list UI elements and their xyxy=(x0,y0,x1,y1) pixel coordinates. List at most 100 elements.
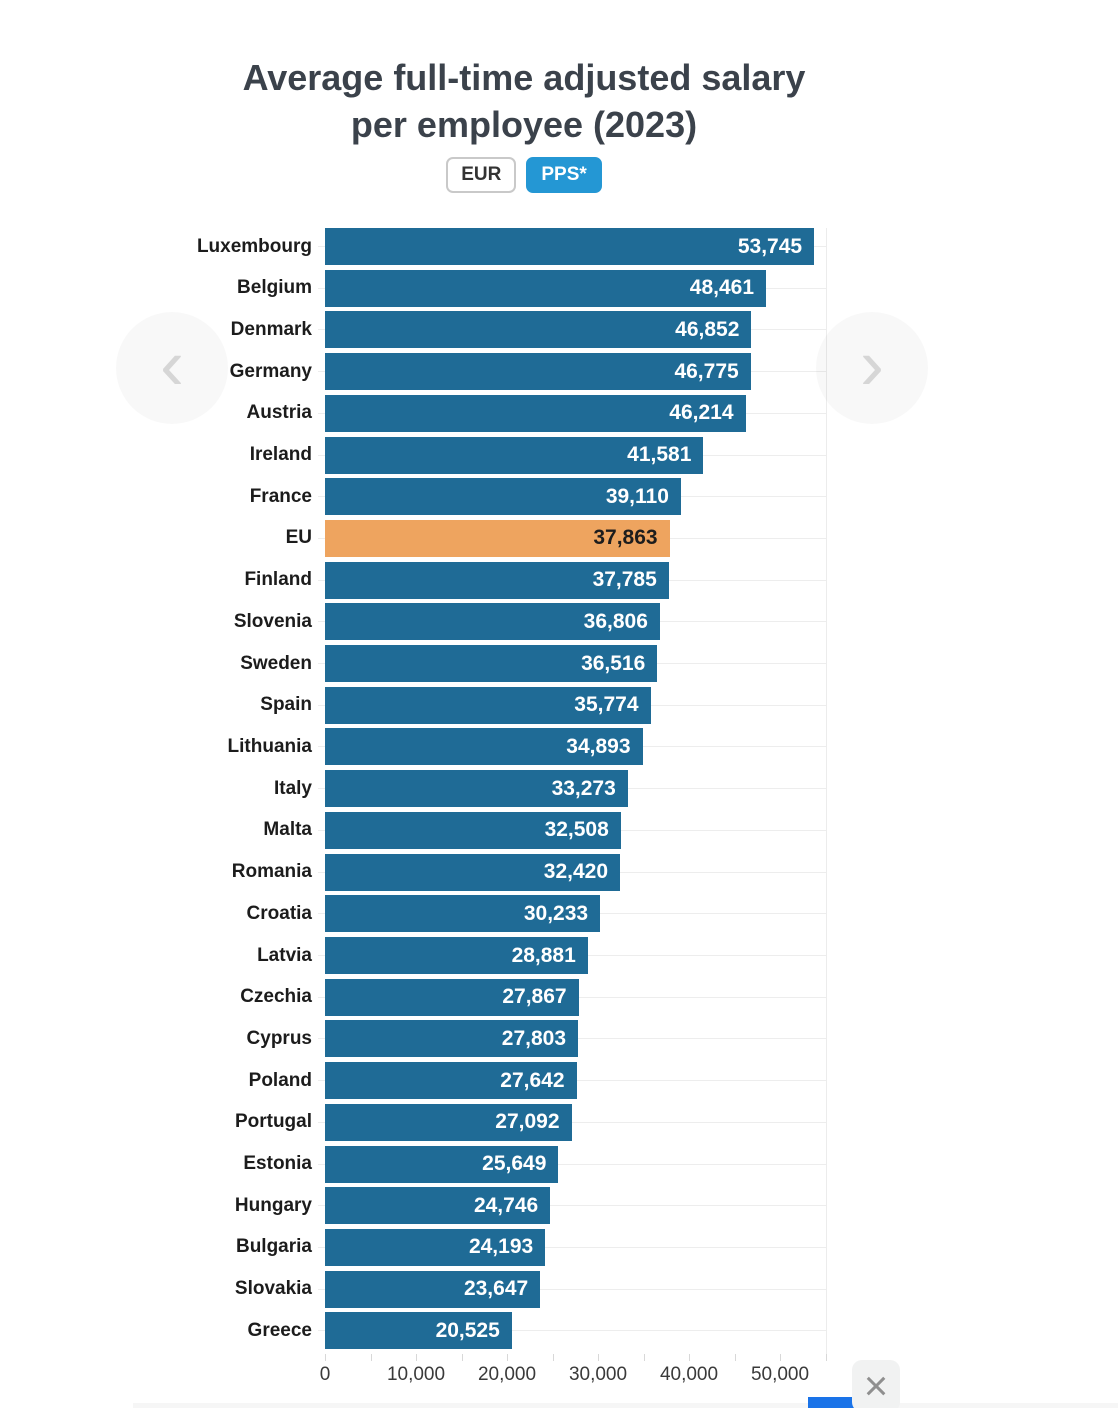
row-gridline xyxy=(318,1288,826,1290)
axis-tick xyxy=(507,1354,508,1361)
value-label: 46,214 xyxy=(669,401,734,425)
axis-tick xyxy=(598,1354,599,1361)
chevron-right-icon: › xyxy=(860,325,884,405)
close-icon: × xyxy=(863,1362,889,1408)
bar-hungary[interactable]: 24,746 xyxy=(325,1187,551,1225)
row-gridline xyxy=(318,1163,826,1165)
axis-tick xyxy=(780,1354,781,1361)
chart-title-line1: Average full-time adjusted salary xyxy=(242,57,806,98)
value-label: 20,525 xyxy=(435,1318,500,1342)
category-label-portugal: Portugal xyxy=(234,1111,312,1133)
bar-croatia[interactable]: 30,233 xyxy=(325,895,601,933)
category-label-eu: EU xyxy=(285,527,312,549)
axis-tick xyxy=(825,1354,827,1361)
bar-poland[interactable]: 27,642 xyxy=(325,1062,577,1100)
bar-germany[interactable]: 46,775 xyxy=(325,353,751,391)
bottom-banner-blue-element xyxy=(808,1397,857,1408)
carousel-next-button[interactable]: › xyxy=(816,312,928,424)
bar-eu[interactable]: 37,863 xyxy=(325,519,670,557)
bar-ireland[interactable]: 41,581 xyxy=(325,436,704,474)
value-label: 36,806 xyxy=(583,609,648,633)
axis-tick xyxy=(461,1354,463,1361)
bar-bulgaria[interactable]: 24,193 xyxy=(325,1228,546,1266)
category-label-greece: Greece xyxy=(247,1319,312,1341)
chart-title-line2: per employee (2023) xyxy=(350,104,698,145)
category-label-ireland: Ireland xyxy=(249,444,312,465)
bar-spain[interactable]: 35,774 xyxy=(325,686,651,724)
category-label-spain: Spain xyxy=(260,694,312,716)
bar-portugal[interactable]: 27,092 xyxy=(325,1103,572,1141)
bar-austria[interactable]: 46,214 xyxy=(325,394,746,432)
category-label-austria: Austria xyxy=(246,402,312,424)
category-label-czechia: Czechia xyxy=(240,986,312,1008)
bar-finland[interactable]: 37,785 xyxy=(325,561,669,599)
bar-greece[interactable]: 20,525 xyxy=(325,1312,512,1350)
value-label: 37,785 xyxy=(592,568,657,592)
bar-slovakia[interactable]: 23,647 xyxy=(325,1270,541,1308)
category-label-hungary: Hungary xyxy=(234,1194,312,1216)
value-label: 48,461 xyxy=(689,276,754,300)
value-label: 28,881 xyxy=(511,943,576,967)
chart-title: Average full-time adjusted salary per emp… xyxy=(0,54,1048,148)
category-label-france: France xyxy=(249,485,312,507)
chevron-left-icon: ‹ xyxy=(160,325,184,405)
axis-tick-label: 40,000 xyxy=(659,1364,719,1385)
axis-tick xyxy=(643,1354,645,1361)
category-label-finland: Finland xyxy=(244,569,312,591)
bar-czechia[interactable]: 27,867 xyxy=(325,978,579,1016)
unit-eur-button[interactable]: EUR xyxy=(446,157,517,193)
value-label: 41,581 xyxy=(627,443,692,466)
category-label-cyprus: Cyprus xyxy=(246,1027,312,1049)
bar-sweden[interactable]: 36,516 xyxy=(325,645,658,682)
bar-luxembourg[interactable]: 53,745 xyxy=(325,228,815,265)
bar-belgium[interactable]: 48,461 xyxy=(325,269,766,307)
value-label: 23,647 xyxy=(463,1277,529,1301)
value-label: 35,774 xyxy=(574,693,639,717)
bar-lithuania[interactable]: 34,893 xyxy=(325,728,643,766)
carousel-prev-button[interactable]: ‹ xyxy=(116,312,228,424)
axis-tick xyxy=(325,1354,326,1361)
category-label-germany: Germany xyxy=(229,360,312,382)
bar-france[interactable]: 39,110 xyxy=(325,478,681,516)
category-label-belgium: Belgium xyxy=(237,277,312,299)
axis-tick-label: 0 xyxy=(319,1364,331,1385)
axis-tick xyxy=(416,1354,417,1361)
bar-latvia[interactable]: 28,881 xyxy=(325,937,588,974)
value-label: 34,893 xyxy=(566,734,631,758)
category-label-malta: Malta xyxy=(263,819,312,841)
plot-right-boundary xyxy=(825,228,827,1354)
bar-denmark[interactable]: 46,852 xyxy=(325,311,752,349)
category-label-estonia: Estonia xyxy=(243,1153,312,1174)
value-label: 33,273 xyxy=(551,776,616,800)
category-label-slovenia: Slovenia xyxy=(233,610,312,632)
dismiss-banner-button[interactable]: × xyxy=(852,1360,900,1408)
unit-pps-button[interactable]: PPS* xyxy=(526,157,602,193)
bar-romania[interactable]: 32,420 xyxy=(325,853,620,891)
value-label: 27,092 xyxy=(495,1110,560,1134)
bar-estonia[interactable]: 25,649 xyxy=(325,1145,559,1183)
value-label: 24,193 xyxy=(468,1235,534,1259)
axis-tick xyxy=(370,1354,372,1361)
bar-italy[interactable]: 33,273 xyxy=(325,770,628,808)
row-gridline xyxy=(318,1121,826,1123)
bar-slovenia[interactable]: 36,806 xyxy=(325,603,660,641)
value-label: 46,852 xyxy=(675,317,740,341)
row-gridline xyxy=(318,1330,826,1332)
bottom-banner-edge xyxy=(133,1403,1118,1408)
category-label-croatia: Croatia xyxy=(246,902,312,924)
value-label: 24,746 xyxy=(473,1193,539,1217)
bar-cyprus[interactable]: 27,803 xyxy=(325,1020,578,1058)
axis-tick xyxy=(734,1354,736,1361)
row-gridline xyxy=(318,1205,826,1207)
axis-tick-label: 50,000 xyxy=(750,1364,810,1385)
category-label-romania: Romania xyxy=(231,861,312,883)
value-label: 27,803 xyxy=(501,1026,566,1050)
axis-tick-label: 30,000 xyxy=(568,1364,628,1385)
category-label-sweden: Sweden xyxy=(240,652,312,674)
bar-malta[interactable]: 32,508 xyxy=(325,811,621,849)
category-label-poland: Poland xyxy=(248,1069,312,1091)
value-label: 46,775 xyxy=(674,359,739,383)
value-label: 36,516 xyxy=(581,651,646,675)
value-label: 37,863 xyxy=(593,526,658,550)
